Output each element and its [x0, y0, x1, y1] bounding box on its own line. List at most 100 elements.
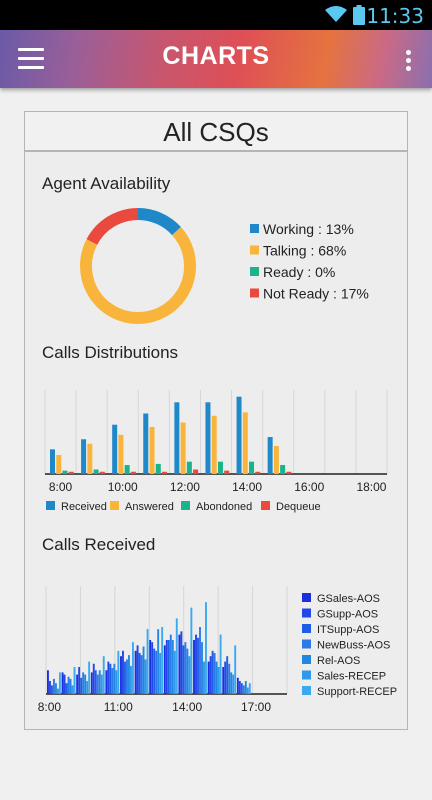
bar-gsupp-aos	[195, 634, 197, 694]
bar-support-recep	[58, 672, 61, 694]
bar-dequeue	[286, 471, 292, 474]
legend-label-talking: Talking : 68%	[263, 243, 346, 259]
bar-gsales-aos	[134, 650, 137, 694]
bar-gsupp-aos	[180, 631, 183, 694]
bar-rel-aos	[157, 629, 160, 694]
bar-sales-recep	[130, 665, 132, 694]
bar-newbuss-aos	[82, 672, 85, 694]
legend-swatch-talking	[250, 245, 259, 255]
bar-answered	[242, 412, 248, 474]
bar-support-recep	[117, 650, 120, 694]
bar-support-recep	[248, 683, 251, 694]
status-bar: 11:33	[0, 0, 432, 30]
status-time: 11:33	[366, 4, 424, 28]
bar-received	[112, 424, 118, 474]
bar-gsupp-aos	[78, 667, 81, 694]
bar-gsupp-aos	[122, 650, 124, 694]
bar-received	[236, 396, 242, 474]
bar-received	[174, 402, 180, 474]
bar-gsupp-aos	[165, 640, 168, 694]
bar-support-recep	[219, 634, 222, 694]
bar-rel-aos	[128, 655, 130, 694]
bar-support-recep	[175, 618, 178, 694]
bar-rel-aos	[186, 648, 189, 694]
bar-newbuss-aos	[96, 674, 99, 694]
bar-answered	[87, 443, 93, 474]
bar-sales-recep	[217, 667, 220, 694]
bar-abondoned	[249, 461, 255, 474]
legend-swatch-working	[250, 224, 259, 233]
bar-sales-recep	[86, 681, 89, 694]
bar-rel-aos	[142, 646, 145, 694]
bar-newbuss-aos	[67, 676, 70, 694]
bar-rel-aos	[244, 681, 247, 694]
agent-availability-chart: Working : 13% Talking : 68% Ready : 0% Not …	[80, 208, 369, 324]
wifi-icon	[325, 6, 347, 22]
bar-itsupp-aos	[167, 640, 170, 694]
bar-support-recep	[132, 642, 134, 694]
bar-itsupp-aos	[153, 648, 156, 694]
bar-gsales-aos	[222, 667, 225, 694]
donut-chart	[80, 208, 196, 324]
legend-label-newbuss-aos: NewBuss-AOS	[317, 640, 390, 652]
bar-support-recep	[88, 661, 91, 694]
hamburger-menu-icon[interactable]	[18, 48, 44, 70]
bar-support-recep	[102, 656, 105, 694]
bar-rel-aos	[171, 640, 174, 694]
bar-dequeue	[224, 470, 230, 474]
legend-swatch-abondoned	[181, 501, 190, 510]
legend-label-gsupp-aos: GSupp-AOS	[317, 609, 378, 621]
x-tick-label: 10:00	[108, 480, 138, 494]
bar-newbuss-aos	[228, 663, 231, 694]
bar-gsupp-aos	[92, 663, 95, 694]
bar-gsupp-aos	[151, 642, 154, 694]
bar-gsupp-aos	[209, 656, 212, 694]
legend-swatch-sales-recep	[302, 670, 311, 680]
bar-sales-recep	[56, 688, 59, 694]
app-title: CHARTS	[162, 42, 270, 70]
bar-sales-recep	[232, 674, 235, 694]
bar-newbuss-aos	[52, 678, 55, 694]
bar-sales-recep	[71, 685, 74, 694]
bar-abondoned	[280, 465, 286, 474]
x-tick-label: 16:00	[294, 480, 324, 494]
legend-swatch-received	[46, 501, 55, 510]
bar-received	[267, 437, 273, 474]
legend-label-support-recep: Support-RECEP	[317, 686, 397, 698]
legend-swatch-dequeue	[261, 501, 270, 510]
bar-support-recep	[73, 667, 76, 694]
bar-gsupp-aos	[238, 681, 241, 694]
bar-abondoned	[217, 461, 223, 474]
bar-newbuss-aos	[126, 659, 128, 694]
bar-answered	[211, 415, 217, 474]
legend-swatch-support-recep	[302, 686, 311, 695]
bar-rel-aos	[84, 674, 87, 694]
bar-itsupp-aos	[240, 683, 243, 694]
legend-label-received: Received	[61, 501, 107, 513]
charts-card: All CSQs Agent Availability Working : 13…	[24, 111, 408, 730]
legend-label-ready: Ready : 0%	[263, 264, 335, 280]
bar-answered	[149, 426, 155, 474]
bar-gsales-aos	[61, 672, 64, 694]
x-tick-label: 18:00	[356, 480, 386, 494]
bar-answered	[118, 434, 124, 474]
bar-received	[50, 449, 55, 474]
bar-gsupp-aos	[48, 681, 51, 694]
bar-itsupp-aos	[65, 683, 68, 694]
bar-rel-aos	[69, 678, 72, 694]
legend-label-dequeue: Dequeue	[276, 501, 321, 513]
bar-sales-recep	[188, 656, 191, 694]
bar-itsupp-aos	[211, 650, 214, 694]
bar-dequeue	[162, 471, 168, 474]
bar-gsales-aos	[120, 656, 122, 694]
bar-rel-aos	[215, 661, 218, 694]
bar-newbuss-aos	[184, 642, 187, 694]
bar-gsales-aos	[149, 640, 152, 694]
legend-label-sales-recep: Sales-RECEP	[317, 671, 386, 683]
bar-gsupp-aos	[63, 674, 66, 694]
overflow-menu-icon[interactable]	[406, 50, 412, 74]
bar-gsales-aos	[47, 670, 49, 694]
bar-dequeue	[99, 471, 105, 474]
bar-abondoned	[62, 470, 68, 474]
bar-newbuss-aos	[140, 655, 143, 694]
